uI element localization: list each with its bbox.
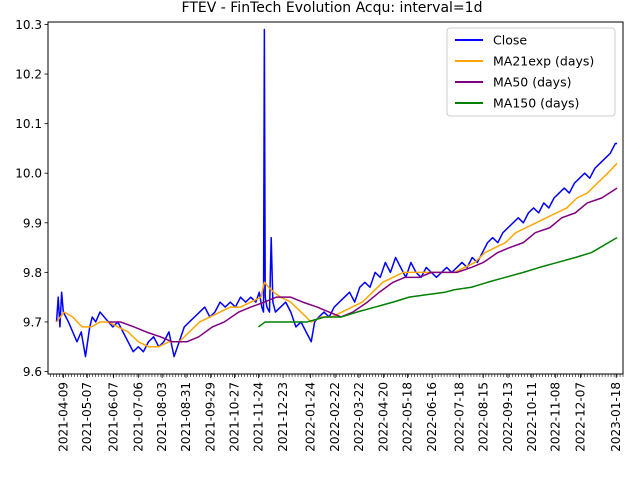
x-tick-label: 2022-09-13	[501, 382, 515, 452]
x-tick-label: 2021-10-27	[228, 382, 242, 452]
x-tick-label: 2022-07-18	[452, 382, 466, 452]
x-tick-label: 2021-05-07	[80, 382, 94, 452]
legend-label-0: Close	[493, 33, 527, 48]
series-line-2	[108, 187, 618, 343]
series-line-0	[55, 28, 618, 358]
x-tick-label: 2022-03-22	[352, 382, 366, 452]
series-line-3	[257, 237, 618, 328]
x-tick-label: 2021-12-23	[276, 382, 290, 452]
x-tick-label: 2022-06-16	[425, 382, 439, 452]
x-tick-label: 2022-08-15	[476, 382, 490, 452]
x-tick-label: 2022-04-20	[377, 382, 391, 452]
plot-lines	[55, 28, 618, 358]
y-tick-label: 10.0	[15, 167, 42, 181]
y-tick-label: 10.2	[15, 68, 42, 82]
y-axis: 9.6 9.7 9.8 9.9 10.0 10.1 10.2 10.3	[15, 18, 48, 379]
y-tick-label: 9.6	[23, 365, 42, 379]
x-tick-label: 2022-01-24	[303, 382, 317, 452]
x-tick-label: 2022-05-18	[400, 382, 414, 452]
legend-label-3: MA150 (days)	[493, 96, 579, 111]
legend-label-1: MA21exp (days)	[493, 54, 594, 69]
legend: Close MA21exp (days) MA50 (days) MA150 (day…	[446, 27, 616, 117]
x-tick-label: 2023-01-18	[609, 382, 623, 452]
x-tick-label: 2021-08-31	[179, 382, 193, 452]
x-tick-label: 2021-08-03	[155, 382, 169, 452]
x-tick-label: 2022-11-08	[549, 382, 563, 452]
y-tick-label: 9.7	[23, 315, 42, 329]
x-tick-label: 2021-09-29	[204, 382, 218, 452]
legend-box	[446, 27, 616, 117]
chart-title: FTEV - FinTech Evolution Acqu: interval=…	[182, 0, 483, 16]
y-tick-label: 10.3	[15, 18, 42, 32]
x-tick-label: 2022-02-22	[328, 382, 342, 452]
x-tick-label: 2021-06-07	[107, 382, 121, 452]
x-tick-label: 2021-07-06	[131, 382, 145, 452]
y-tick-label: 10.1	[15, 117, 42, 131]
x-tick-label: 2021-04-09	[56, 382, 70, 452]
y-tick-label: 9.8	[23, 266, 42, 280]
series-line-1	[55, 162, 618, 348]
x-tick-label: 2021-11-24	[251, 382, 265, 452]
x-tick-label: 2022-10-11	[525, 382, 539, 452]
x-axis: 2021-04-09 2021-05-07 2021-06-07 2021-07-06…	[50, 374, 624, 452]
x-tick-label: 2022-12-07	[573, 382, 587, 452]
plot-area	[47, 21, 624, 375]
legend-label-2: MA50 (days)	[493, 75, 571, 90]
y-tick-label: 9.9	[23, 216, 42, 230]
